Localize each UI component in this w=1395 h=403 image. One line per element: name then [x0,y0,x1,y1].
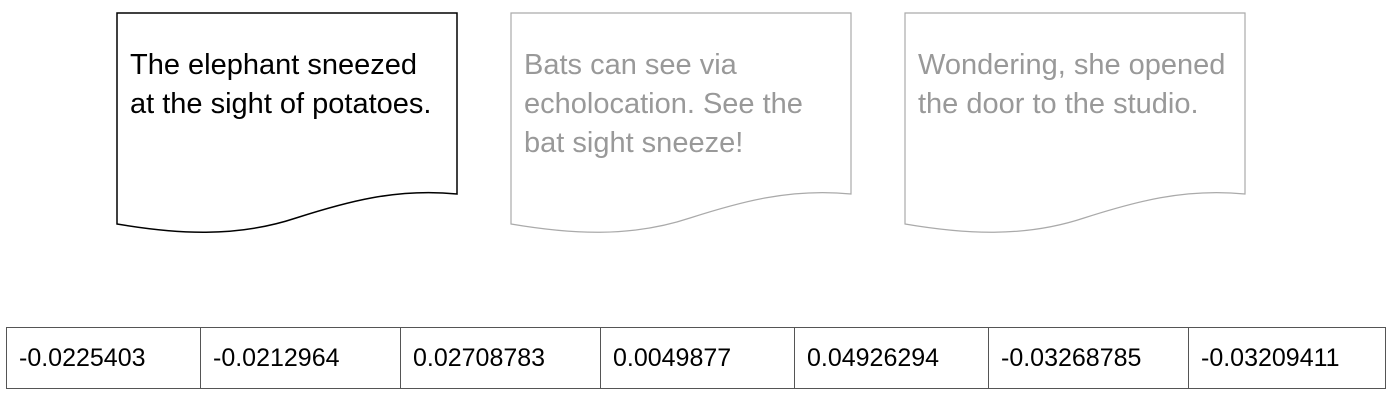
vector-cell: -0.03209411 [1201,343,1340,372]
vector-cell: 0.04926294 [795,328,989,388]
document-card-1: The elephant sneezed at the sight of pot… [116,12,459,240]
vector-cell: -0.0212964 [201,328,401,388]
document-card-3: Wondering, she opened the door to the st… [904,12,1247,240]
embedding-vector: -0.0225403 -0.0212964 0.02708783 0.00498… [6,327,1386,389]
vector-cell: 0.0049877 [601,328,795,388]
document-shape-2 [510,12,852,233]
document-text-2: Bats can see via echolocation. See the b… [524,49,803,159]
vector-cell: 0.02708783 [401,328,601,388]
vector-cell: -0.0225403 [7,328,201,388]
document-shape-3 [904,12,1246,233]
document-shape-1 [116,12,458,233]
document-text-3: Wondering, she opened the door to the st… [918,49,1226,120]
document-text-1: The elephant sneezed at the sight of pot… [130,49,432,120]
vector-cell: -0.03268785 [989,328,1189,388]
document-card-2: Bats can see via echolocation. See the b… [510,12,853,240]
